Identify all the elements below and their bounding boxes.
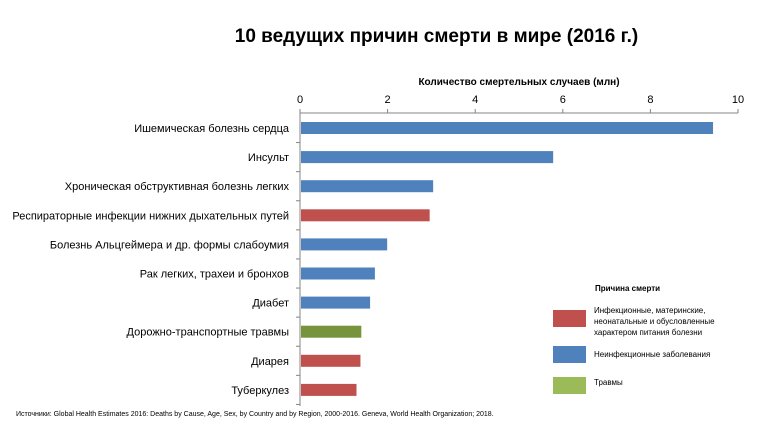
chart-title: 10 ведущих причин смерти в мире (2016 г.… (234, 26, 639, 47)
legend-swatch-injuries (553, 377, 586, 394)
category-label: Туберкулез (231, 385, 289, 397)
x-tick-label: 6 (560, 94, 566, 106)
legend-swatch-communicable (553, 310, 586, 327)
x-tick-label: 2 (385, 94, 391, 106)
category-label: Инсульт (248, 152, 289, 164)
legend-swatch-noncommunicable (553, 346, 586, 363)
category-label: Дорожно-транспортные травмы (127, 327, 290, 339)
x-axis-title: Количество смертельных случаев (млн) (418, 77, 620, 88)
bar-noncommunicable (301, 267, 375, 280)
bar-noncommunicable (301, 296, 371, 309)
bar-injuries (301, 325, 362, 338)
legend-title: Причина смерти (595, 284, 661, 293)
category-label: Рак легких, трахеи и бронхов (140, 269, 289, 281)
bar-noncommunicable (301, 151, 554, 164)
bar-noncommunicable (301, 122, 714, 134)
bar-communicable (301, 383, 357, 396)
legend-label-noncommunicable: Неинфекционные заболевания (594, 350, 711, 359)
bar-communicable (301, 354, 361, 367)
bar-noncommunicable (301, 180, 434, 193)
legend-label-communicable: Инфекционные, материнские, неонатальные … (594, 306, 715, 337)
category-label: Диарея (251, 356, 289, 368)
x-tick-label: 8 (647, 94, 653, 106)
bar-communicable (301, 209, 430, 222)
bar-noncommunicable (301, 238, 388, 251)
category-label: Респираторные инфекции нижних дыхательны… (12, 210, 289, 222)
x-tick-label: 0 (297, 94, 303, 106)
legend-label-injuries: Травмы (594, 378, 623, 387)
category-label: Хроническая обструктивная болезнь легких (65, 181, 290, 193)
category-label: Болезнь Альцгеймера и др. формы слабоуми… (50, 239, 289, 251)
x-tick-label: 10 (732, 94, 744, 106)
x-tick-label: 4 (472, 94, 478, 106)
category-label: Диабет (252, 298, 289, 310)
category-label: Ишемическая болезнь сердца (134, 123, 290, 135)
source-note: Источники: Global Health Estimates 2016:… (16, 411, 494, 418)
